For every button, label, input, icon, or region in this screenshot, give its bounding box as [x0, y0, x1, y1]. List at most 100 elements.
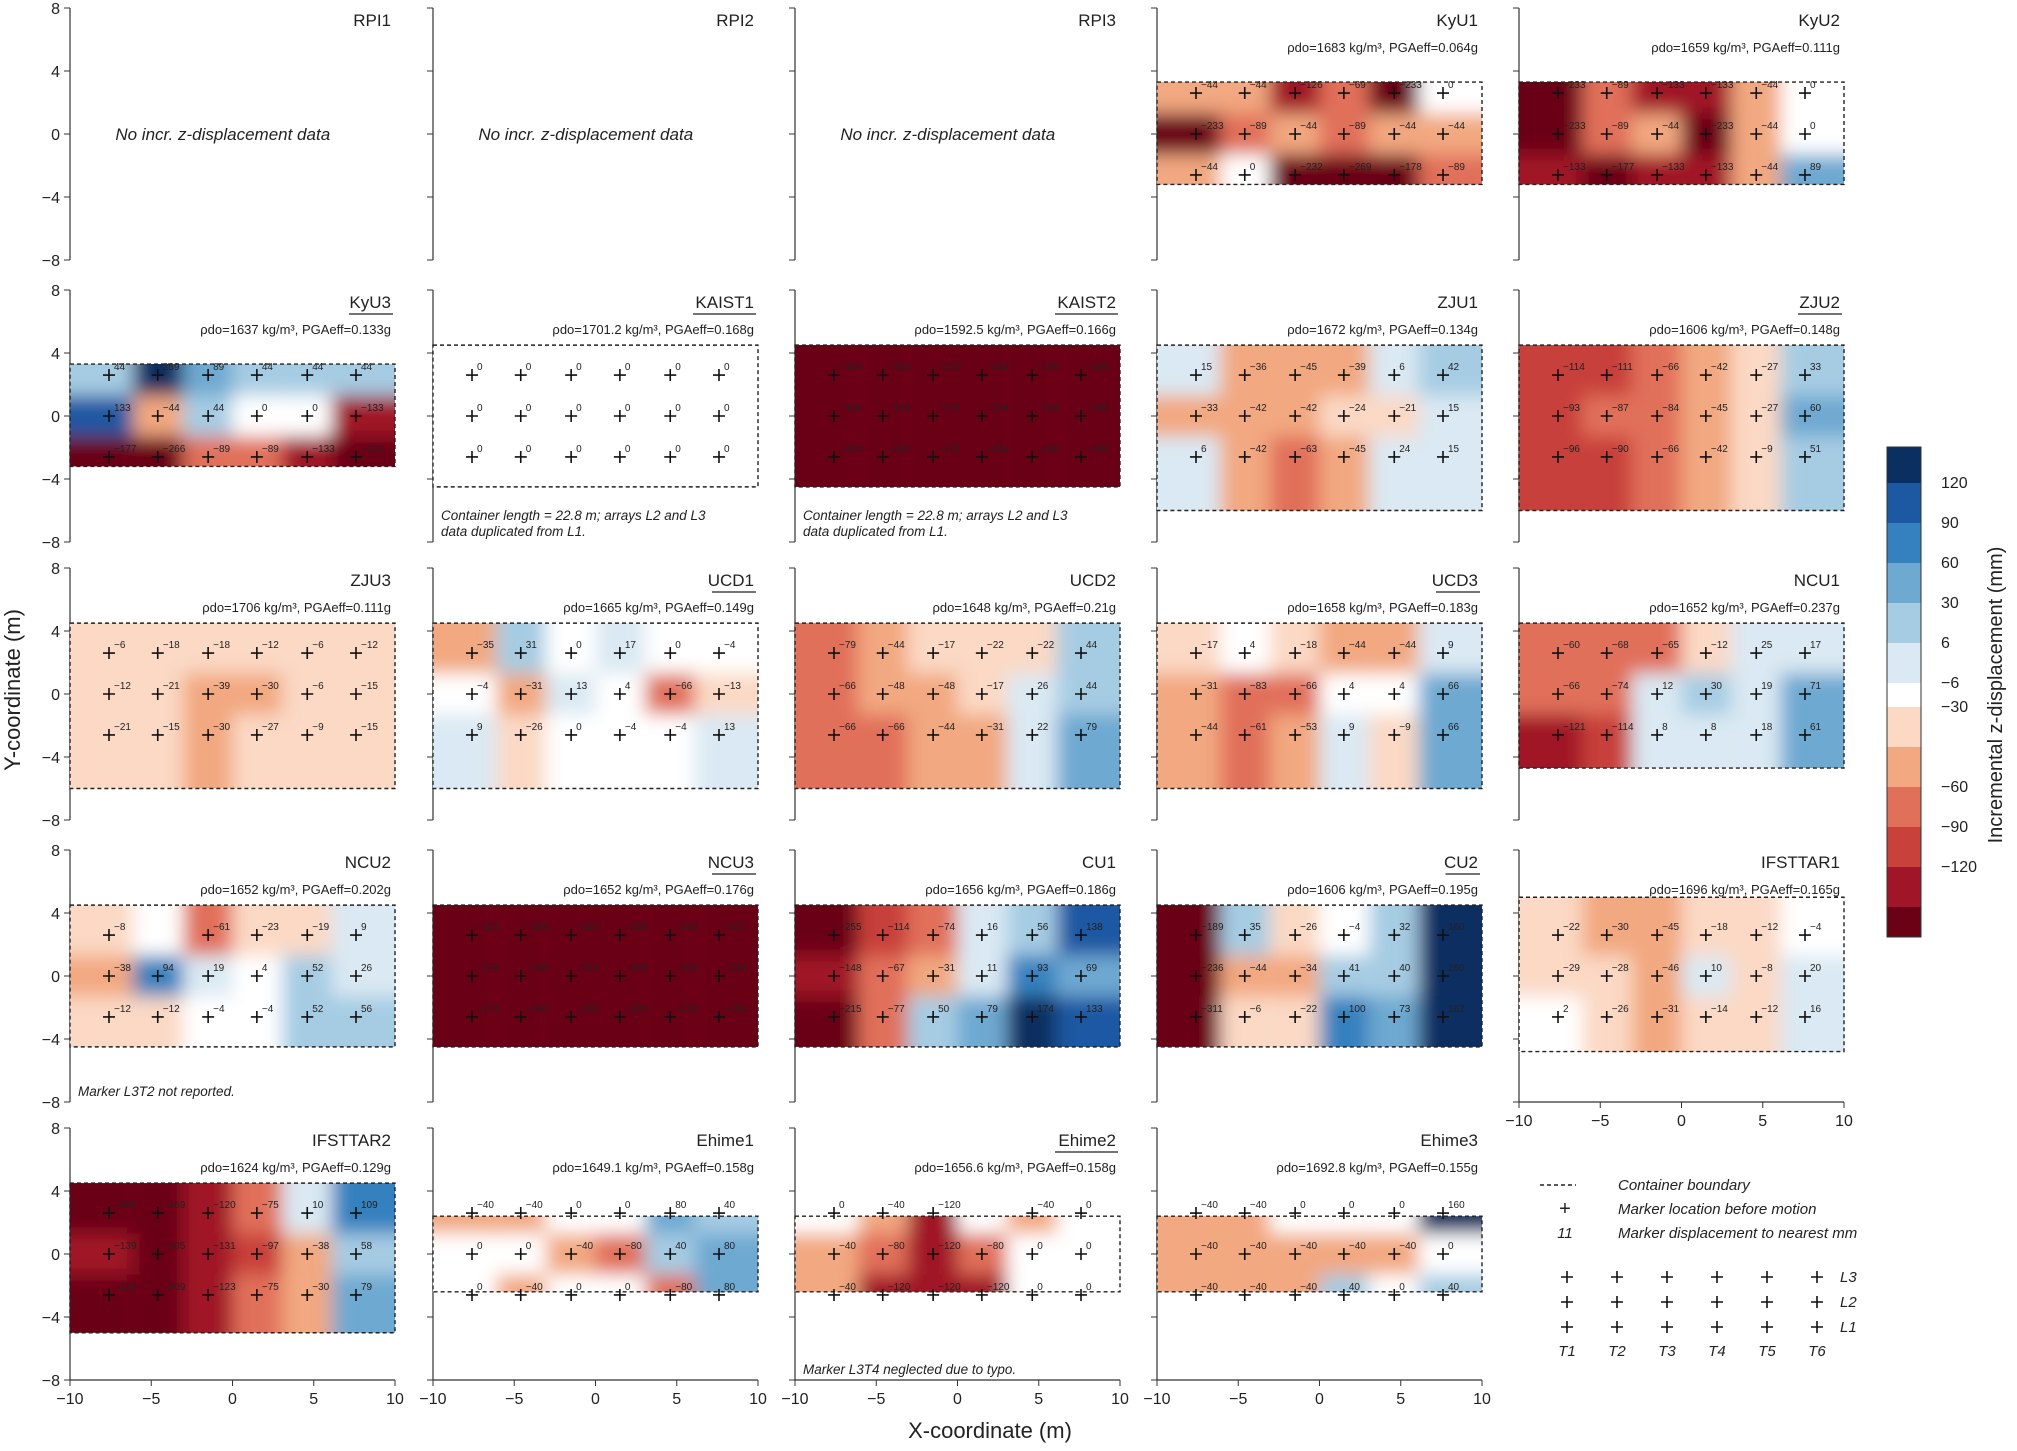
x-tick-label: 10	[1835, 1113, 1853, 1130]
marker: −44	[876, 640, 905, 660]
colorbar-band	[1887, 603, 1921, 643]
panel-info: ρdo=1683 kg/m³, PGAeff=0.064g	[1287, 40, 1478, 55]
contour-cell	[1319, 436, 1370, 511]
contour-cell	[1681, 996, 1732, 1052]
marker-value: 19	[213, 963, 225, 974]
marker: −232	[1289, 162, 1323, 181]
marker-cross	[565, 970, 578, 982]
marker: −190	[1075, 444, 1109, 463]
marker: −23	[250, 922, 279, 942]
legend-marker	[1711, 1296, 1723, 1308]
marker: −74	[927, 922, 956, 942]
contour-cell	[433, 905, 497, 956]
marker-value: 52	[312, 1004, 324, 1015]
marker-cross	[927, 688, 940, 700]
marker: 0	[1238, 162, 1256, 181]
marker-value: −89	[1612, 121, 1629, 132]
marker-cross	[664, 450, 677, 463]
marker-value: −22	[987, 640, 1004, 651]
marker-cross	[1238, 369, 1251, 382]
marker-value: 0	[1300, 1200, 1306, 1211]
marker-cross	[613, 970, 626, 982]
marker: −22	[1026, 640, 1055, 660]
marker-value: −24	[1349, 403, 1366, 414]
marker: −217	[713, 922, 747, 942]
marker-value: −30	[262, 681, 279, 692]
marker-cross	[828, 970, 840, 982]
marker-cross	[1190, 1288, 1202, 1301]
marker-cross	[301, 929, 314, 942]
marker: −13	[713, 681, 741, 700]
colorbar-band	[1887, 683, 1921, 707]
marker: −44	[1238, 963, 1267, 982]
marker-cross	[250, 970, 263, 982]
marker-cross	[927, 1010, 940, 1023]
marker-cross	[713, 1207, 725, 1220]
marker-value: −240	[888, 444, 911, 455]
marker-cross	[828, 647, 840, 660]
marker-cross	[1600, 450, 1613, 463]
marker-cross	[202, 688, 215, 700]
panel-info: ρdo=1706 kg/m³, PGAeff=0.111g	[202, 600, 391, 615]
marker-cross	[1190, 647, 1202, 660]
marker-value: 0	[1086, 1241, 1092, 1252]
marker: −89	[1600, 121, 1629, 140]
contour-cell	[1369, 1274, 1419, 1292]
marker-cross	[1026, 647, 1039, 660]
marker-cross	[975, 1248, 988, 1260]
marker-value: −80	[625, 1241, 642, 1252]
marker-value: −321	[477, 922, 500, 933]
contour-cell	[182, 996, 233, 1047]
marker: −60	[1552, 640, 1580, 660]
marker: −34	[1289, 963, 1318, 982]
marker: 0	[466, 403, 483, 422]
legend: Container boundary + Marker location bef…	[1540, 1177, 1857, 1360]
marker-value: −40	[1300, 1282, 1317, 1293]
container-boundary	[432, 622, 759, 790]
marker: 4	[1238, 640, 1256, 660]
container-boundary	[69, 904, 396, 1048]
marker-cross	[466, 450, 478, 463]
marker-cross	[713, 688, 725, 700]
marker: 0	[565, 444, 582, 463]
panel-note: data duplicated from L1.	[803, 524, 948, 539]
contour-cell	[1007, 1216, 1057, 1234]
marker-value: −67	[888, 963, 905, 974]
contour-cell	[795, 1216, 859, 1234]
contour-field	[1519, 345, 1844, 511]
marker: 9	[1437, 640, 1454, 660]
marker-value: −400	[839, 362, 862, 373]
marker-value: −233	[1711, 121, 1734, 132]
marker-value: −26	[526, 722, 543, 733]
marker-value: −69	[1349, 80, 1366, 91]
marker-value: −89	[1612, 80, 1629, 91]
marker-cross	[975, 647, 988, 660]
marker: 0	[1026, 1282, 1043, 1301]
marker-cross	[1388, 168, 1401, 181]
marker: 44	[250, 362, 273, 382]
marker: −40	[1190, 1241, 1218, 1260]
marker-value: 0	[1448, 1241, 1454, 1252]
legend-marker	[1811, 1321, 1823, 1333]
contour-cell	[858, 345, 908, 396]
marker-value: −66	[1300, 681, 1317, 692]
y-tick-label: 8	[51, 561, 60, 578]
marker: −269	[1337, 162, 1372, 181]
marker-value: −12	[361, 640, 378, 651]
marker: 0	[1388, 1200, 1405, 1220]
marker-value: 0	[477, 1241, 483, 1252]
marker: −18	[1289, 640, 1318, 660]
marker: −21	[103, 722, 131, 741]
marker-cross	[1437, 688, 1449, 700]
marker: −38	[301, 1241, 330, 1260]
marker-value: −19	[312, 922, 329, 933]
legend-row-label: L3	[1840, 1269, 1857, 1286]
contour-cell	[1157, 1216, 1221, 1234]
contour-cell	[1519, 82, 1583, 114]
marker: −44	[1388, 640, 1417, 660]
contour-cell	[1519, 996, 1583, 1052]
contour-cell	[645, 714, 695, 789]
marker-cross	[1799, 410, 1811, 422]
marker-value: −44	[1761, 121, 1778, 132]
